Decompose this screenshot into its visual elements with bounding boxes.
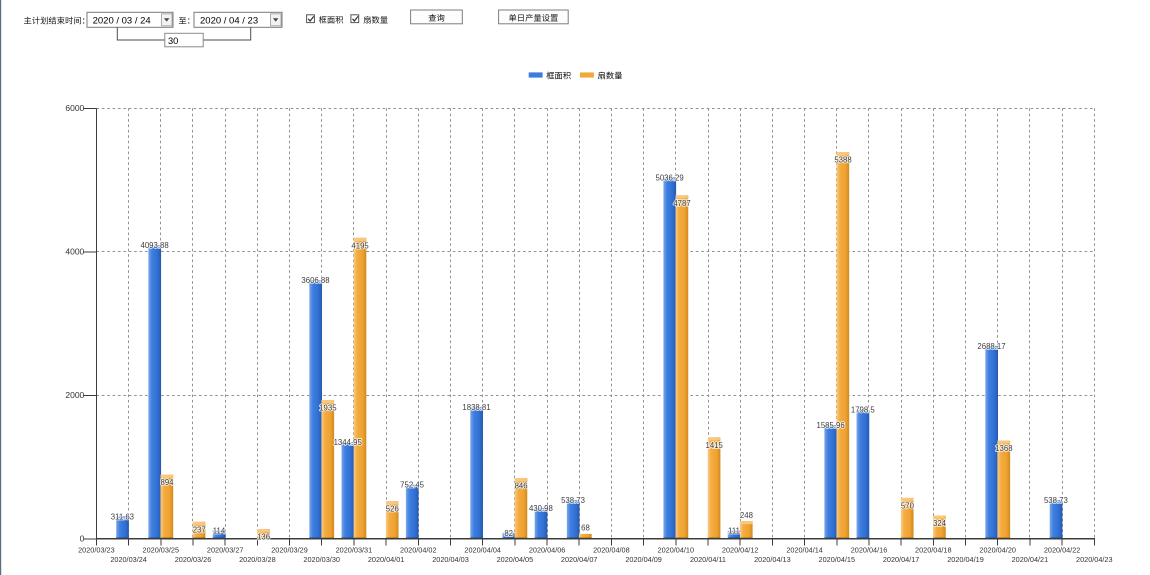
svg-text:2020/04/09: 2020/04/09	[625, 555, 662, 564]
svg-text:2020/04/10: 2020/04/10	[658, 545, 695, 554]
svg-text:2020/04/04: 2020/04/04	[464, 545, 501, 554]
svg-text:2020/04/15: 2020/04/15	[819, 555, 856, 564]
svg-text:4000: 4000	[65, 247, 84, 257]
svg-text:2020/04/08: 2020/04/08	[593, 545, 630, 554]
svg-text:311.63: 311.63	[111, 512, 134, 521]
svg-text:82: 82	[504, 529, 513, 538]
svg-text:111: 111	[728, 527, 740, 536]
svg-text:538.73: 538.73	[561, 496, 585, 505]
svg-text:114: 114	[213, 527, 226, 536]
svg-text:324: 324	[933, 519, 947, 528]
svg-text:2688.17: 2688.17	[977, 342, 1005, 351]
svg-text:430.98: 430.98	[529, 504, 553, 513]
svg-text:894: 894	[160, 478, 174, 487]
svg-text:2020/03/25: 2020/03/25	[143, 545, 180, 554]
svg-text:6000: 6000	[65, 103, 84, 113]
svg-text:5388: 5388	[834, 156, 851, 165]
svg-text:2020/04/03: 2020/04/03	[432, 555, 469, 564]
svg-text:2020/03/29: 2020/03/29	[271, 545, 308, 554]
svg-text:1344.95: 1344.95	[334, 438, 363, 447]
svg-text:2020/03/27: 2020/03/27	[207, 545, 244, 554]
svg-text:2000: 2000	[65, 390, 84, 400]
svg-text:4195: 4195	[351, 241, 369, 250]
svg-text:248: 248	[740, 511, 753, 520]
svg-text:4093.88: 4093.88	[141, 241, 169, 250]
svg-text:538.73: 538.73	[1044, 496, 1068, 505]
svg-text:2020/04/21: 2020/04/21	[1012, 555, 1049, 564]
svg-text:846: 846	[515, 482, 528, 491]
svg-text:2020/04/01: 2020/04/01	[368, 555, 405, 564]
svg-text:2020/04/06: 2020/04/06	[529, 545, 566, 554]
svg-text:2020/04/13: 2020/04/13	[754, 555, 791, 564]
svg-text:2020/04/12: 2020/04/12	[722, 545, 759, 554]
svg-text:2020/04/14: 2020/04/14	[786, 545, 823, 554]
svg-text:68: 68	[581, 524, 590, 533]
svg-text:136: 136	[257, 533, 270, 542]
svg-text:5036.29: 5036.29	[656, 173, 684, 182]
svg-text:1798.5: 1798.5	[851, 406, 876, 415]
svg-text:2020/04/07: 2020/04/07	[561, 555, 598, 564]
svg-text:2020/04/18: 2020/04/18	[915, 545, 952, 554]
svg-text:1415: 1415	[706, 441, 724, 450]
svg-text:2020/03/23: 2020/03/23	[78, 545, 115, 554]
svg-text:30: 30	[168, 36, 178, 46]
svg-text:2020/03/28: 2020/03/28	[239, 555, 276, 564]
svg-text:2020/04/17: 2020/04/17	[883, 555, 920, 564]
svg-text:2020/04/05: 2020/04/05	[497, 555, 534, 564]
svg-text:2020/04/16: 2020/04/16	[851, 545, 888, 554]
svg-text:2020/03/24: 2020/03/24	[110, 555, 147, 564]
svg-text:4787: 4787	[673, 199, 690, 208]
svg-text:2020/04/19: 2020/04/19	[947, 555, 984, 564]
svg-text:526: 526	[386, 505, 399, 514]
svg-text:1585.96: 1585.96	[817, 421, 845, 430]
svg-text:2020 / 03 / 24: 2020 / 03 / 24	[93, 16, 151, 27]
svg-text:3606.88: 3606.88	[301, 276, 329, 285]
svg-text:1368: 1368	[995, 444, 1012, 453]
svg-text:0: 0	[80, 534, 85, 544]
svg-text:2020/03/26: 2020/03/26	[175, 555, 212, 564]
svg-text:2020/04/23: 2020/04/23	[1076, 555, 1113, 564]
svg-text:237: 237	[193, 525, 206, 534]
svg-text:1838.81: 1838.81	[462, 403, 490, 412]
svg-text:2020/04/20: 2020/04/20	[979, 545, 1016, 554]
svg-text:2020 / 04 / 23: 2020 / 04 / 23	[200, 16, 258, 27]
svg-text:2020/04/02: 2020/04/02	[400, 545, 437, 554]
svg-text:570: 570	[901, 501, 915, 510]
svg-text:752.45: 752.45	[400, 481, 425, 490]
svg-text:1935: 1935	[319, 404, 337, 413]
svg-text:2020/03/30: 2020/03/30	[303, 555, 340, 564]
svg-text:2020/03/31: 2020/03/31	[336, 545, 373, 554]
svg-text:2020/04/22: 2020/04/22	[1044, 545, 1081, 554]
svg-text:2020/04/11: 2020/04/11	[690, 555, 726, 564]
